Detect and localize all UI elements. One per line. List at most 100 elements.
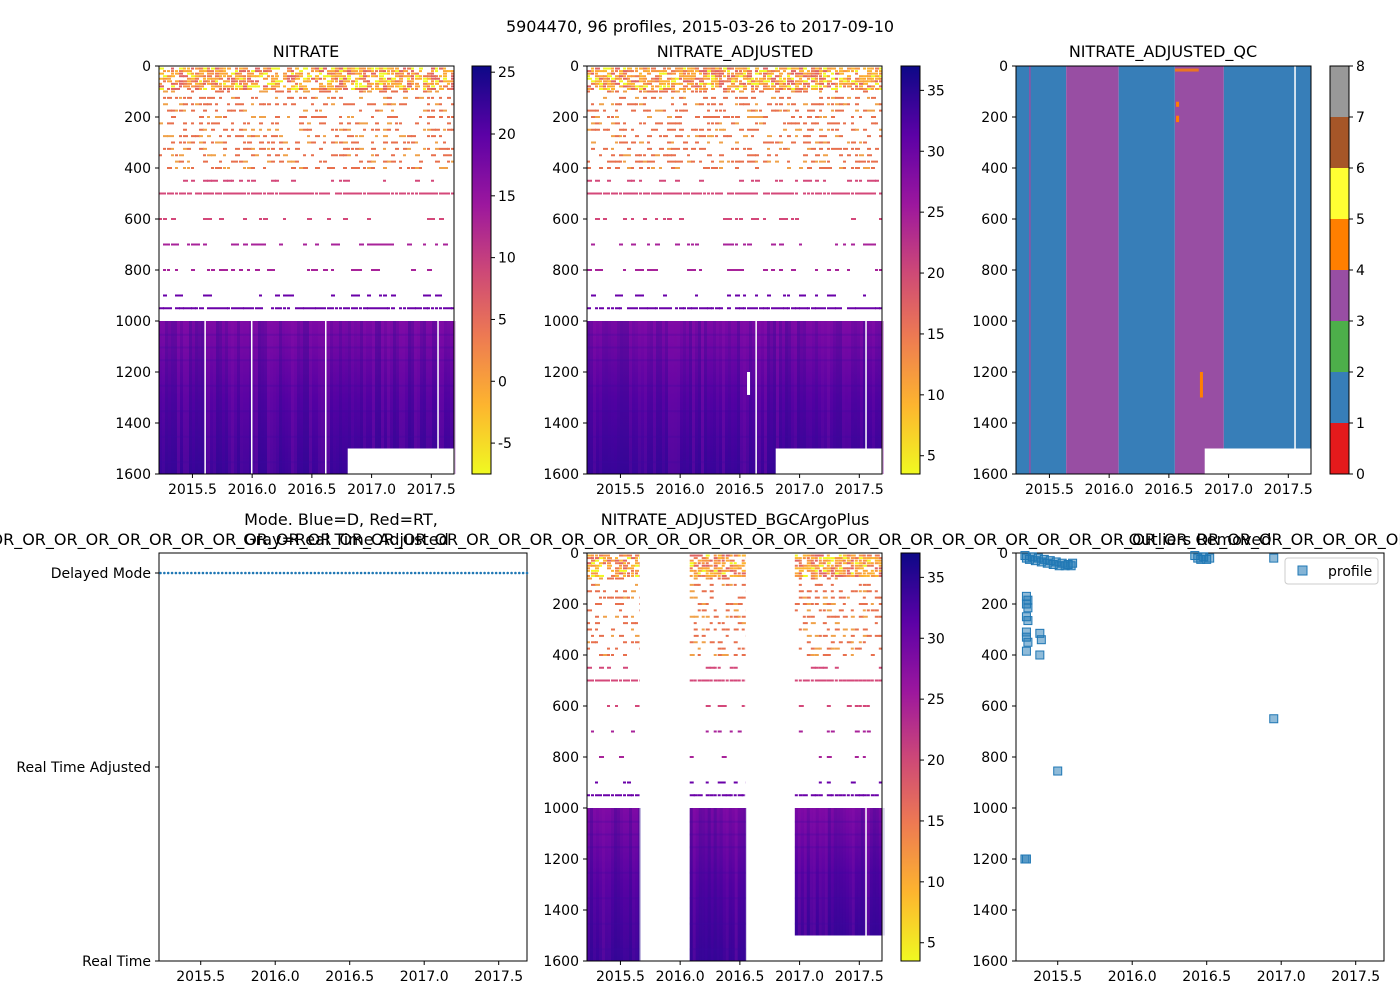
shallow-sample	[219, 75, 222, 78]
deep-profile-streak	[737, 321, 740, 474]
shallow-sample	[623, 67, 626, 70]
shallow-sample	[327, 167, 332, 169]
shallow-sample	[806, 596, 811, 599]
shallow-sample	[858, 562, 863, 565]
shallow-sample	[819, 192, 822, 195]
shallow-sample	[595, 641, 598, 644]
shallow-sample	[647, 90, 652, 93]
shallow-sample	[251, 154, 255, 157]
shallow-sample	[327, 80, 332, 83]
shallow-sample	[751, 96, 756, 99]
shallow-sample	[595, 80, 600, 83]
shallow-sample	[383, 167, 387, 169]
shallow-sample	[427, 77, 431, 80]
shallow-sample	[303, 85, 307, 88]
shallow-sample	[743, 85, 747, 88]
shallow-sample	[643, 307, 648, 310]
deep-band-line	[587, 871, 640, 874]
shallow-sample	[759, 109, 762, 112]
shallow-sample	[701, 567, 707, 570]
shallow-sample	[701, 609, 707, 612]
y-tick-label: 1600	[972, 467, 1008, 483]
shallow-sample	[379, 90, 384, 93]
deep-profile-streak	[665, 321, 668, 474]
mode-point	[244, 571, 247, 575]
shallow-sample	[363, 192, 366, 195]
shallow-sample	[713, 557, 718, 560]
shallow-sample	[443, 154, 447, 157]
shallow-sample	[407, 72, 410, 75]
deep-profile-streak	[731, 321, 734, 474]
shallow-sample	[223, 154, 226, 157]
shallow-sample	[709, 569, 714, 572]
shallow-sample	[855, 128, 859, 131]
shallow-sample	[723, 116, 728, 118]
colorbar-tick-label: 20	[927, 753, 945, 769]
shallow-sample	[263, 90, 268, 93]
shallow-sample	[631, 730, 635, 733]
shallow-sample	[874, 590, 878, 593]
shallow-sample	[195, 243, 200, 246]
y-tick-label: 0	[999, 59, 1008, 75]
shallow-sample	[595, 75, 599, 78]
shallow-sample	[795, 192, 798, 195]
shallow-sample	[755, 160, 758, 163]
shallow-sample	[671, 167, 675, 169]
deep-profile-streak	[803, 808, 807, 936]
shallow-sample	[355, 141, 359, 144]
shallow-sample	[227, 192, 231, 195]
shallow-sample	[711, 307, 714, 310]
shallow-sample	[834, 577, 838, 580]
deep-profile-streak	[210, 321, 213, 474]
shallow-sample	[727, 243, 732, 246]
shallow-sample	[395, 72, 399, 75]
y-tick-label: 1200	[543, 365, 579, 381]
shallow-sample	[323, 192, 327, 195]
shallow-sample	[830, 559, 834, 562]
shallow-sample	[863, 160, 866, 163]
missing-profile-gap	[865, 321, 867, 474]
shallow-sample	[591, 730, 594, 733]
shallow-sample	[779, 75, 782, 78]
deep-profile-streak	[632, 808, 635, 961]
shallow-sample	[834, 622, 840, 625]
deep-profile-streak	[614, 321, 617, 474]
shallow-sample	[619, 80, 623, 83]
shallow-sample	[447, 307, 452, 310]
shallow-sample	[806, 564, 811, 567]
shallow-sample	[295, 160, 299, 163]
shallow-sample	[415, 85, 420, 88]
shallow-sample	[271, 80, 275, 83]
shallow-sample	[799, 77, 802, 80]
shallow-sample	[227, 135, 231, 138]
shallow-sample	[879, 128, 882, 131]
y-tick-label: 1400	[543, 416, 579, 432]
shallow-sample	[263, 116, 266, 118]
y-category-label: Real Time Adjusted	[16, 760, 151, 776]
outlier-points	[1020, 551, 1279, 864]
shallow-sample	[167, 192, 171, 195]
shallow-sample	[359, 82, 362, 85]
shallow-sample	[239, 103, 244, 106]
shallow-sample	[263, 147, 266, 150]
shallow-sample	[451, 192, 454, 195]
shallow-sample	[207, 294, 212, 297]
shallow-sample	[667, 154, 672, 157]
heatmap-layer	[159, 67, 456, 474]
shallow-sample	[693, 569, 697, 572]
shallow-sample	[223, 85, 228, 88]
shallow-sample	[199, 307, 204, 310]
shallow-sample	[603, 128, 608, 131]
shallow-sample	[850, 564, 854, 567]
shallow-sample	[319, 87, 323, 90]
shallow-sample	[763, 192, 767, 195]
shallow-sample	[721, 794, 727, 797]
shallow-sample	[627, 75, 632, 78]
shallow-sample	[699, 192, 702, 195]
shallow-sample	[731, 122, 735, 125]
shallow-sample	[647, 307, 651, 310]
shallow-sample	[603, 218, 607, 220]
deep-profile-streak	[722, 321, 725, 474]
shallow-sample	[693, 596, 698, 599]
shallow-sample	[689, 562, 695, 565]
